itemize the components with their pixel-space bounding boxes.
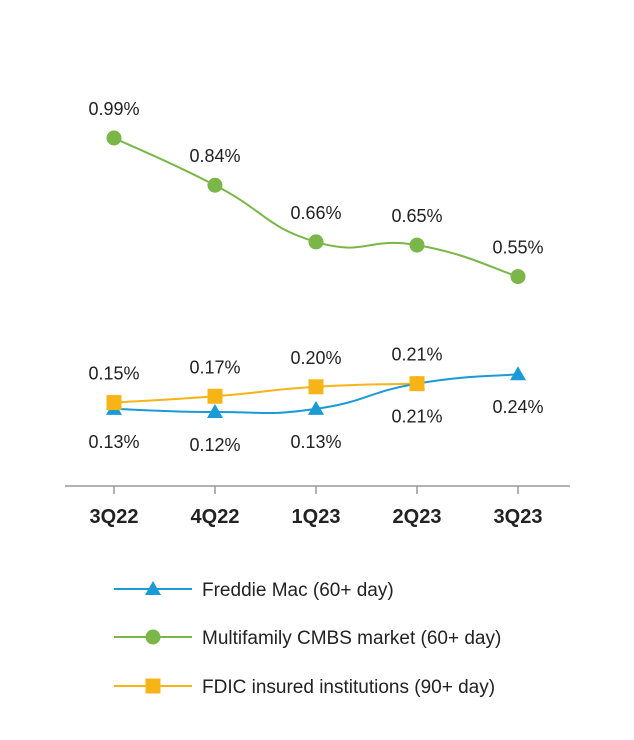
legend-item: FDIC insured institutions (90+ day) [114, 677, 495, 698]
series-lines-layer [113, 137, 519, 415]
data-label: 0.84% [189, 146, 240, 166]
data-point-marker [409, 237, 425, 253]
x-tick-label: 3Q22 [90, 506, 139, 528]
data-label: 0.17% [189, 357, 240, 377]
legend-item: Multifamily CMBS market (60+ day) [114, 628, 501, 649]
data-label: 0.20% [290, 348, 341, 368]
data-label: 0.13% [290, 432, 341, 452]
data-point-marker [308, 234, 324, 250]
x-tick-label: 2Q23 [393, 506, 442, 528]
legend-label: Multifamily CMBS market (60+ day) [202, 628, 501, 649]
legend-swatch-marker [145, 629, 161, 645]
data-label: 0.66% [290, 203, 341, 223]
x-tick-label: 1Q23 [292, 506, 341, 528]
data-point-marker [106, 395, 122, 411]
x-tick-label: 4Q22 [191, 506, 240, 528]
legend-item: Freddie Mac (60+ day) [114, 580, 394, 601]
data-point-marker [409, 376, 425, 392]
data-label: 0.15% [88, 364, 139, 384]
markers-layer [106, 130, 526, 418]
data-point-marker [207, 388, 223, 404]
data-label: 0.12% [189, 435, 240, 455]
data-label: 0.24% [492, 397, 543, 417]
data-point-marker [510, 269, 526, 285]
data-label: 0.21% [391, 345, 442, 365]
data-point-marker [207, 404, 223, 418]
x-axis: 3Q22 4Q22 1Q23 2Q23 3Q23 [65, 485, 570, 528]
data-label: 0.21% [391, 407, 442, 427]
x-tick-label: 3Q23 [494, 506, 543, 528]
legend-label: Freddie Mac (60+ day) [202, 580, 394, 601]
legend-swatch-marker [145, 678, 161, 694]
data-label: 0.55% [492, 238, 543, 258]
data-labels-layer: 0.13% 0.12% 0.13% 0.21% 0.24% 0.99% 0.84% 0.66%… [88, 99, 543, 455]
data-point-marker [207, 177, 223, 193]
legend-swatch-marker [145, 581, 161, 595]
data-point-marker [510, 366, 526, 381]
data-point-marker [106, 130, 122, 146]
legend: Freddie Mac (60+ day) Multifamily CMBS ma… [114, 580, 501, 698]
data-point-marker [308, 400, 324, 415]
legend-label: FDIC insured institutions (90+ day) [202, 677, 495, 698]
data-label: 0.65% [391, 206, 442, 226]
data-label: 0.99% [88, 99, 139, 119]
data-label: 0.13% [88, 432, 139, 452]
data-point-marker [308, 379, 324, 395]
series-line [113, 382, 418, 404]
